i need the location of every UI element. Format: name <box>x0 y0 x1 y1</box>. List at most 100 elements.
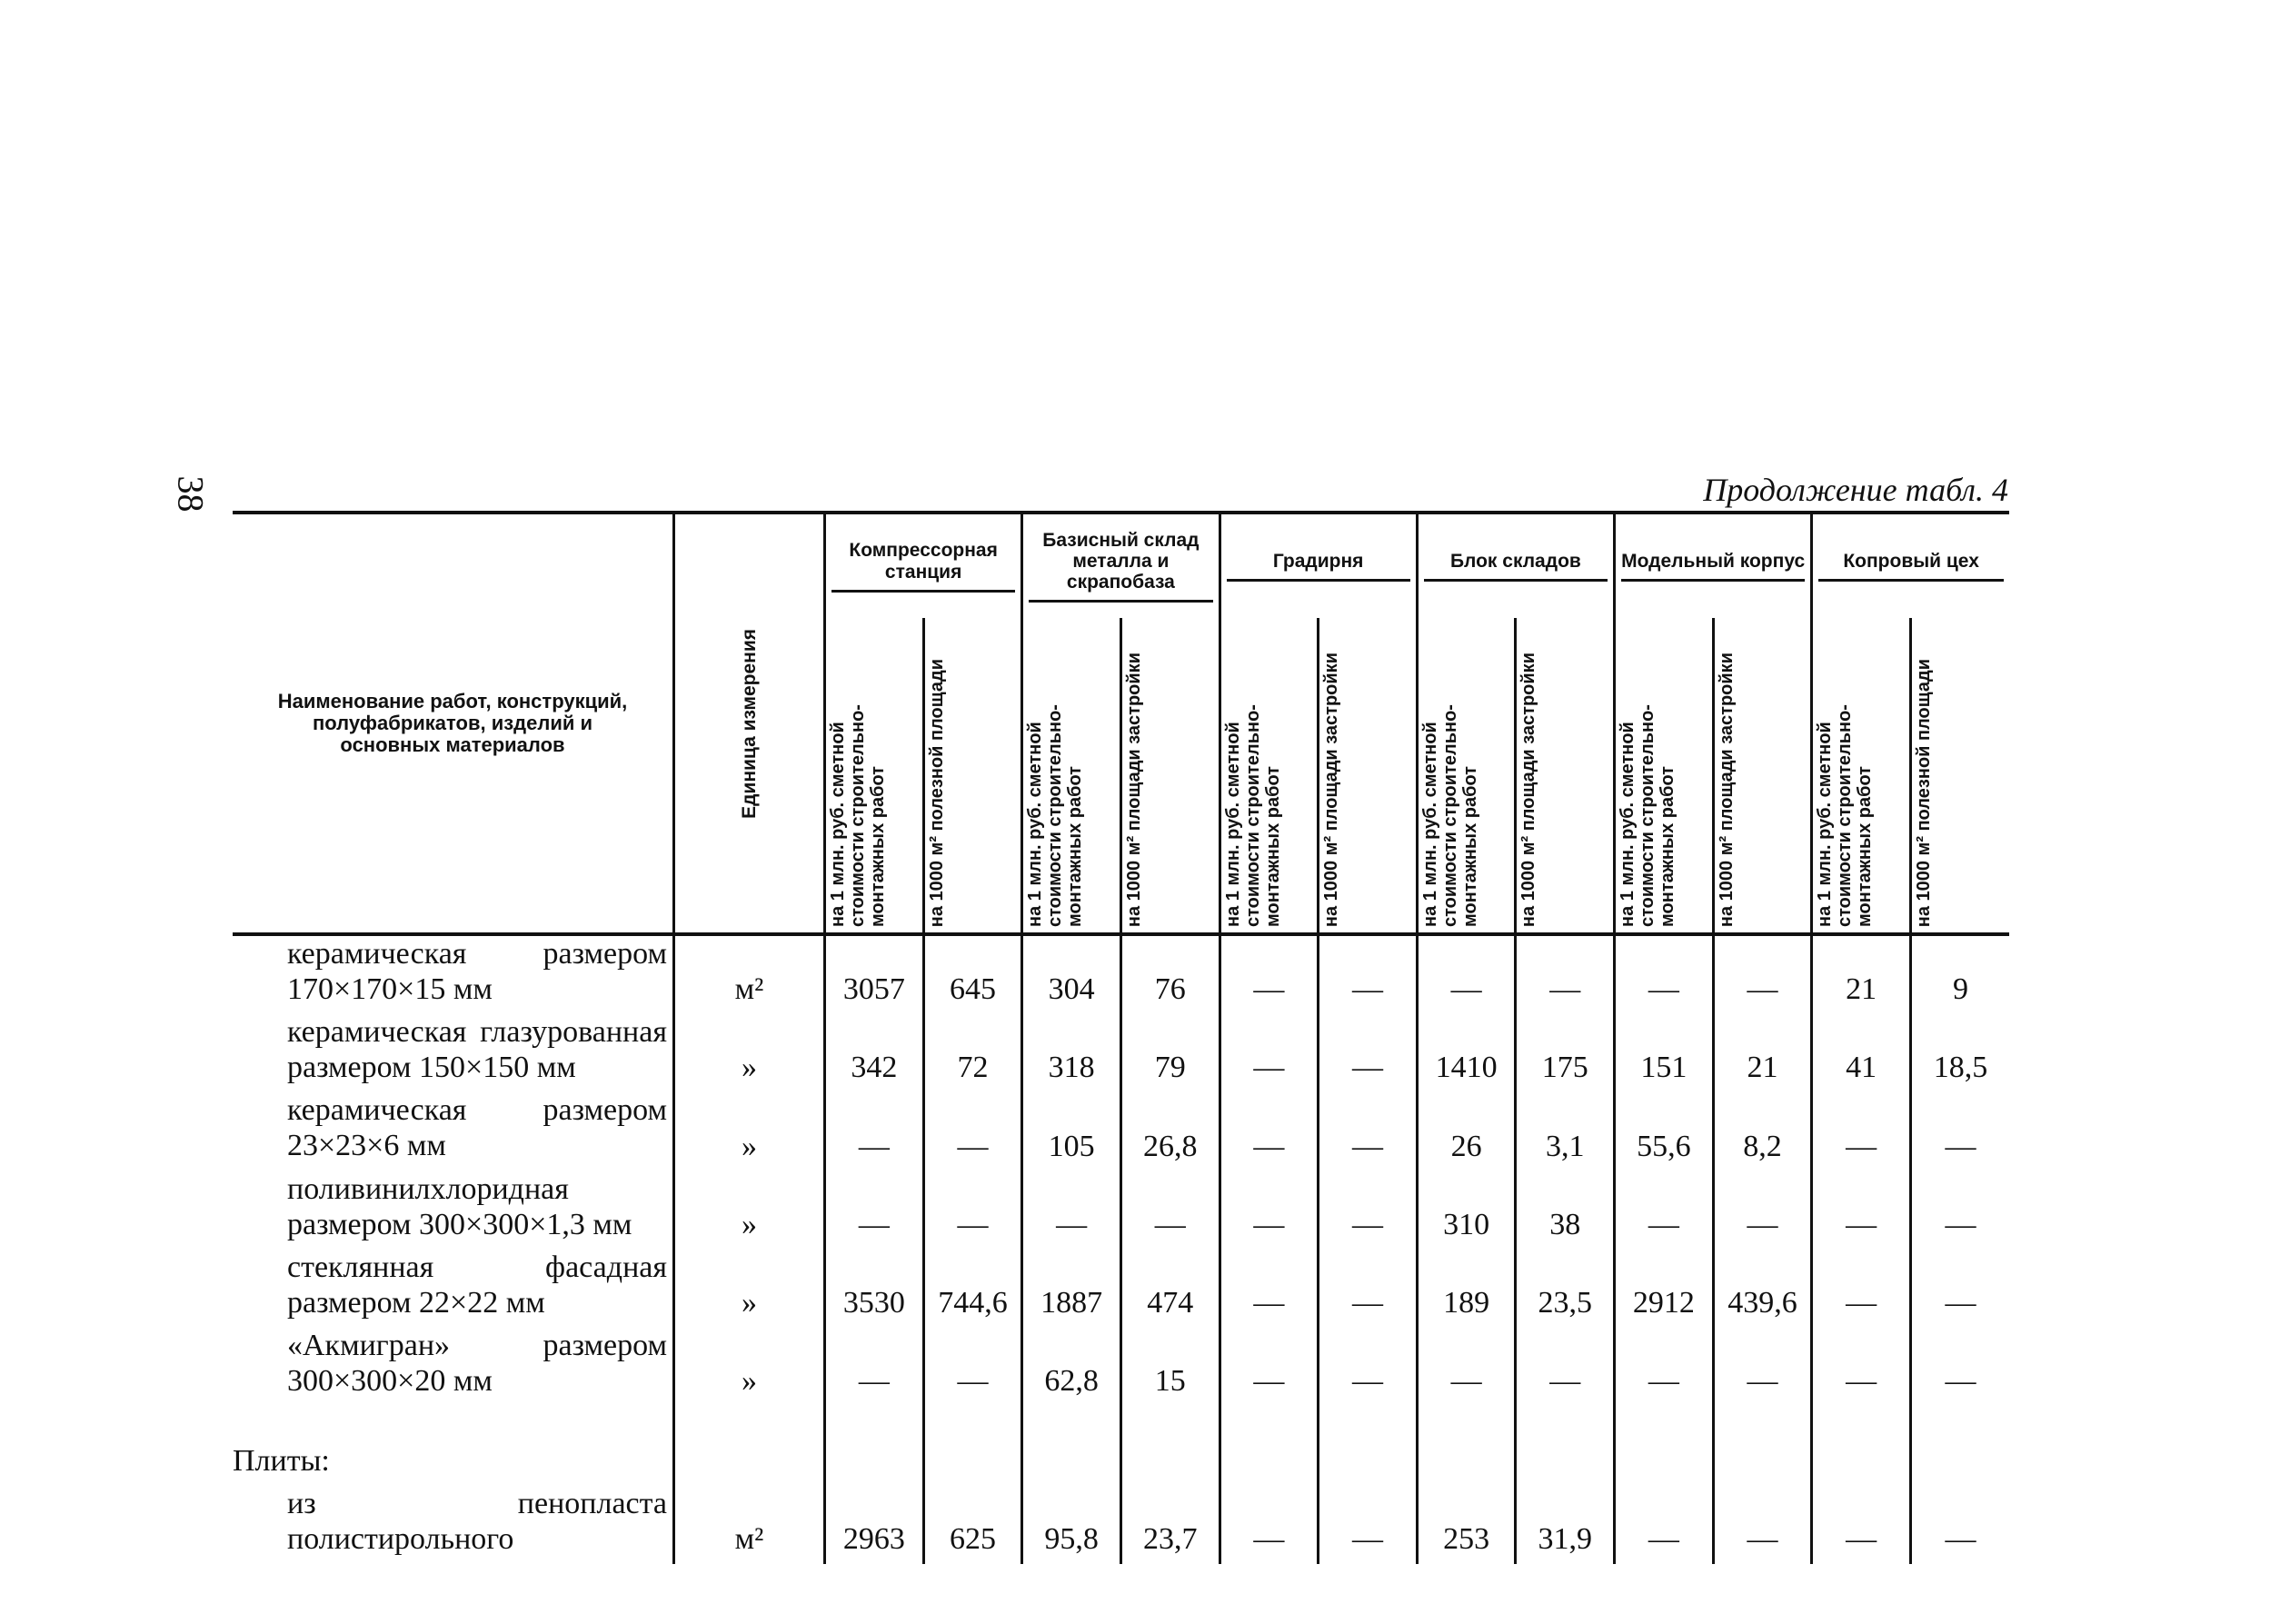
value-cell: — <box>1613 934 1714 1015</box>
subcolumn-text: на 1 млн. руб. сметной стоимости строите… <box>1815 704 1876 927</box>
group-header: Базисный склад металла и скрапобаза <box>1021 513 1220 618</box>
value-cell: 26 <box>1415 1092 1516 1171</box>
value-cell: — <box>1810 1486 1911 1565</box>
value-cell: — <box>1119 1171 1220 1250</box>
value-cell: — <box>823 1171 924 1250</box>
value-cell: 253 <box>1415 1486 1516 1565</box>
row-name: стеклянная фасадная размером 22×22 мм <box>287 1250 667 1320</box>
name-column-header: Наименование работ, конструкций, полуфаб… <box>277 689 628 757</box>
value-cell: 318 <box>1021 1014 1121 1093</box>
value-cell: 55,6 <box>1613 1092 1714 1171</box>
value-cell <box>1415 1406 1516 1487</box>
group-header: Компрессорная станция <box>822 513 1022 618</box>
value-cell: 625 <box>921 1486 1022 1565</box>
unit-cell: » <box>672 1014 825 1093</box>
unit-header-text: Единица измерения <box>738 628 760 819</box>
table-body: керамическая размером 170×170×15 мм м² 305… <box>233 934 2009 1565</box>
unit-column-header: Единица измерения <box>672 513 825 934</box>
subcolumn-text: на 1000 м² площади застройки <box>1321 652 1342 927</box>
value-cell: — <box>1908 1486 2009 1565</box>
value-cell: 342 <box>823 1014 924 1093</box>
value-cell: 3057 <box>823 934 924 1015</box>
value-cell: 2912 <box>1613 1249 1714 1328</box>
value-cell: 23,5 <box>1514 1249 1615 1328</box>
value-cell: 744,6 <box>921 1249 1022 1328</box>
subcolumn-header: на 1 млн. руб. сметной стоимости строите… <box>823 618 924 934</box>
subcolumn-header: на 1 млн. руб. сметной стоимости строите… <box>1021 618 1121 934</box>
value-cell: 3,1 <box>1514 1092 1615 1171</box>
value-cell <box>1810 1406 1911 1487</box>
group-header: Градирня <box>1218 513 1418 618</box>
value-cell: 3530 <box>823 1249 924 1328</box>
value-cell: 1410 <box>1415 1014 1516 1093</box>
subcolumn-header: на 1 млн. руб. сметной стоимости строите… <box>1218 618 1319 934</box>
value-cell: — <box>1613 1486 1714 1565</box>
group-name: Компрессорная станция <box>831 540 1016 593</box>
value-cell: 2963 <box>823 1486 924 1565</box>
subcolumn-header: на 1 млн. руб. сметной стоимости строите… <box>1613 618 1714 934</box>
value-cell <box>1908 1406 2009 1487</box>
value-cell: 95,8 <box>1021 1486 1121 1565</box>
value-cell: 26,8 <box>1119 1092 1220 1171</box>
value-cell: — <box>1908 1249 2009 1328</box>
subcolumn-text: на 1 млн. руб. сметной стоимости строите… <box>1025 704 1086 927</box>
value-cell: 645 <box>921 934 1022 1015</box>
value-cell <box>1711 1406 1812 1487</box>
value-cell: 474 <box>1119 1249 1220 1328</box>
group-header: Копровый цех <box>1810 513 2009 618</box>
value-cell: — <box>1810 1327 1911 1407</box>
value-cell: 79 <box>1119 1014 1220 1093</box>
value-cell: 72 <box>921 1014 1022 1093</box>
value-cell: 21 <box>1810 934 1911 1015</box>
group-name: Модельный корпус <box>1621 551 1806 583</box>
table-row: керамическая размером 170×170×15 мм м² 305… <box>233 934 2009 1015</box>
value-cell: — <box>1317 934 1418 1015</box>
unit-cell: м² <box>672 934 825 1015</box>
value-cell: — <box>1218 1171 1319 1250</box>
value-cell: — <box>1317 1171 1418 1250</box>
value-cell <box>1218 1406 1319 1487</box>
subcolumn-header: на 1 млн. руб. сметной стоимости строите… <box>1415 618 1516 934</box>
value-cell: — <box>1810 1171 1911 1250</box>
row-name: «Акмигран» размером 300×300×20 мм <box>287 1328 667 1399</box>
value-cell: 23,7 <box>1119 1486 1220 1565</box>
row-name: керамическая глазурованная размером 150×… <box>287 1015 667 1085</box>
value-cell: — <box>1514 1327 1615 1407</box>
row-name: керамическая размером 170×170×15 мм <box>287 937 667 1007</box>
section-label: Плиты: <box>233 1444 330 1479</box>
subheader-row: на 1 млн. руб. сметной стоимости строите… <box>233 618 2009 934</box>
unit-cell: м² <box>672 1486 825 1565</box>
value-cell: 15 <box>1119 1327 1220 1407</box>
value-cell: — <box>1711 934 1812 1015</box>
subcolumn-text: на 1000 м² полезной площади <box>1913 658 1934 927</box>
value-cell: — <box>1218 1327 1319 1407</box>
value-cell <box>1514 1406 1615 1487</box>
table-header: Наименование работ, конструкций, полуфаб… <box>233 513 2009 934</box>
value-cell: — <box>1317 1486 1418 1565</box>
value-cell: — <box>1711 1486 1812 1565</box>
value-cell: — <box>1317 1249 1418 1328</box>
table-row: «Акмигран» размером 300×300×20 мм» — —62,8… <box>233 1327 2009 1407</box>
value-cell: 175 <box>1514 1014 1615 1093</box>
value-cell: — <box>1810 1092 1911 1171</box>
subcolumn-header: на 1000 м² площади застройки <box>1317 618 1418 934</box>
value-cell: 151 <box>1613 1014 1714 1093</box>
value-cell: — <box>1711 1171 1812 1250</box>
row-name: керамическая размером 23×23×6 мм <box>287 1093 667 1163</box>
group-name: Базисный склад металла и скрапобаза <box>1029 530 1213 603</box>
value-cell: 1887 <box>1021 1249 1121 1328</box>
subcolumn-header: на 1000 м² полезной площади <box>1908 618 2009 934</box>
value-cell: 8,2 <box>1711 1092 1812 1171</box>
value-cell: — <box>1908 1327 2009 1407</box>
value-cell: — <box>1415 1327 1516 1407</box>
value-cell: 9 <box>1908 934 2009 1015</box>
value-cell: — <box>1908 1092 2009 1171</box>
value-cell: — <box>1218 934 1319 1015</box>
page-number: 38 <box>170 475 212 513</box>
value-cell: — <box>1415 934 1516 1015</box>
value-cell: — <box>1317 1327 1418 1407</box>
subcolumn-text: на 1 млн. руб. сметной стоимости строите… <box>1419 704 1480 927</box>
data-table: Наименование работ, конструкций, полуфаб… <box>233 511 2009 1565</box>
value-cell: — <box>921 1327 1022 1407</box>
table-caption: Продолжение табл. 4 <box>1703 472 2008 508</box>
